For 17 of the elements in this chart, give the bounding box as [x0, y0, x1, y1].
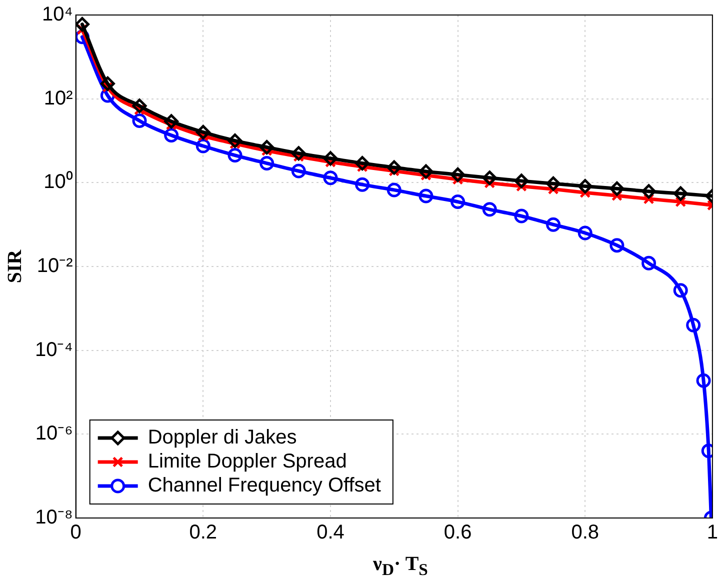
y-tick-label: 10⁰ [44, 170, 73, 194]
x-tick-label: 0.8 [571, 522, 600, 544]
y-tick-label: 10⁻⁶ [35, 422, 73, 445]
legend-label: Doppler di Jakes [148, 426, 297, 449]
y-tick-label: 10⁴ [42, 4, 73, 26]
legend-label: Limite Doppler Spread [148, 450, 347, 473]
y-tick-label: 10² [44, 87, 74, 110]
x-tick-label: 0.6 [444, 522, 472, 544]
x-tick-label: 0.4 [316, 522, 344, 544]
y-tick-label: 10⁻⁴ [34, 338, 73, 361]
x-tick-label: 1 [706, 522, 718, 544]
x-tick-label: 0.2 [189, 522, 218, 544]
x-tick-label: 0 [70, 522, 82, 544]
y-axis-title: SIR [4, 249, 26, 284]
legend-label: Channel Frequency Offset [148, 474, 382, 497]
y-tick-label: 10⁻² [36, 255, 74, 278]
x-axis-title: ν$_{D}$· T$_{S}$ [372, 553, 429, 580]
